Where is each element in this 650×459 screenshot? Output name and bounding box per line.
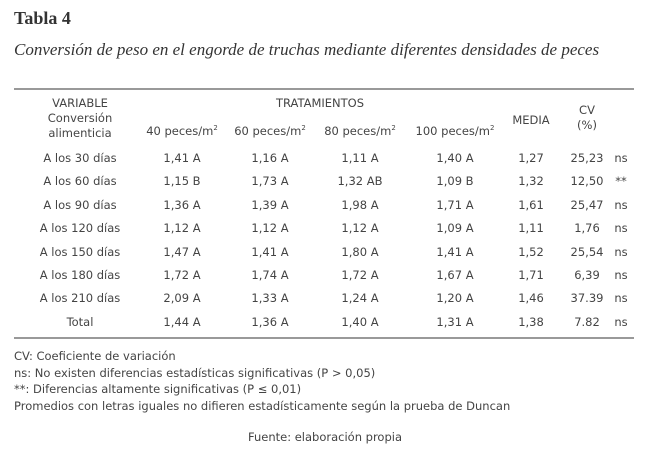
table-cell: A los 120 días [39,221,121,236]
table-cell: ** [615,174,627,189]
table-cell: ns [614,244,628,259]
table-cell: 1,09 A [436,221,474,236]
table-cell: 1,32 AB [337,174,383,189]
table-cell: 1,11 A [341,151,379,165]
table-cell: 1,33 A [251,291,289,306]
table-cell: 1,67 A [436,268,474,282]
table-cell: 37.39 [570,291,604,306]
table-cell: 1,74 A [251,268,289,282]
table-cell: 1,36 A [251,314,289,329]
table-cell: 1,72 A [341,268,379,282]
bottom-rule [14,337,634,339]
table-cell: 12,50 [570,174,604,189]
source-note: Fuente: elaboración propia [247,430,403,444]
header-col-4: 100 peces/m2 [416,124,495,138]
table-cell: ns [614,314,628,329]
table-cell: 25,54 [570,244,604,259]
table-cell: 1,16 A [251,151,289,165]
header-cv-unit: (%) [577,118,597,132]
header-col-label: 100 peces/m [415,124,490,138]
table-cell: 7.82 [574,314,600,329]
header-variable-sub1: Conversión [47,111,113,125]
table-cell: A los 30 días [43,151,117,165]
table-cell: 1,27 [518,151,544,165]
table-cell: 1,40 A [341,314,379,329]
header-cv: CV [579,103,595,117]
table-title: Tabla 4 [14,8,71,28]
table-cell: A los 210 días [39,291,121,306]
table-cell: 1,24 A [341,291,379,306]
table-cell: 1,12 A [341,221,379,236]
header-variable: VARIABLE [52,96,108,110]
table-cell: 1,71 [518,268,544,282]
table-cell: ns [614,268,628,282]
table-cell: A los 150 días [39,244,121,259]
table-cell: 1,72 A [163,268,201,282]
table-subtitle: Conversión de peso en el engorde de truc… [14,40,600,59]
table-cell: 1,09 B [436,174,474,189]
table-cell: 1,41 A [163,151,201,165]
header-col-label: 80 peces/m [324,124,392,138]
table-cell: 1,31 A [436,314,474,329]
table-cell: 1,32 [518,174,544,189]
table-cell: A los 60 días [43,174,117,189]
header-col-1: 40 peces/m2 [146,124,218,138]
table-cell: A los 90 días [43,197,117,212]
table-cell: 25,47 [570,197,604,212]
table-cell: 1,73 A [251,174,289,189]
table-cell: 1,38 [518,314,544,329]
note: **: Diferencias altamente significativas… [14,382,302,396]
superscript: 2 [301,124,306,133]
table-cell: ns [614,151,628,165]
table-cell: 1,41 A [436,244,474,259]
table-cell: 1,46 [518,291,544,306]
superscript: 2 [213,124,218,133]
table-cell: 25,23 [570,151,604,165]
table-cell: 1,52 [518,244,544,259]
note: CV: Coeficiente de variación [14,349,176,363]
table-cell: 1,12 A [251,221,289,236]
table-cell: 1,36 A [163,197,201,212]
header-col-label: 40 peces/m [146,124,214,138]
table-cell: 1,20 A [436,291,474,306]
table-cell: 1,71 A [436,197,474,212]
table-cell: A los 180 días [39,268,121,282]
top-rule [14,88,634,90]
table-cell: 2,09 A [163,291,201,306]
table-cell: ns [614,291,628,306]
table-cell: 1,12 A [163,221,201,236]
table-cell: 1,98 A [341,197,379,212]
note: ns: No existen diferencias estadísticas … [14,365,376,380]
table-cell: 1,80 A [341,244,379,259]
header-col-2: 60 peces/m2 [234,124,306,138]
superscript: 2 [391,124,396,133]
table-cell: 1,76 [574,221,600,236]
table-cell: 1,39 A [251,197,289,212]
header-media: MEDIA [512,113,550,127]
header-tratamientos: TRATAMIENTOS [275,96,365,110]
note: Promedios con letras iguales no difieren… [14,398,511,413]
superscript: 2 [489,124,495,133]
table-cell: 1,44 A [163,314,201,329]
table-cell: 6,39 [574,268,600,282]
table-notes: CV: Coeficiente de variación ns: No exis… [14,348,636,414]
table-cell: 1,61 [518,197,544,212]
table-cell: 1,40 A [436,151,474,165]
table-cell: 1,15 B [163,174,201,189]
table-cell: ns [614,197,628,212]
header-col-3: 80 peces/m2 [324,124,396,138]
header-variable-sub2: alimenticia [48,126,112,140]
table-cell: ns [614,221,628,236]
table-cell: 1,11 [518,221,544,236]
table-cell: 1,41 A [251,244,289,259]
table-cell: Total [66,314,94,329]
header-col-label: 60 peces/m [234,124,302,138]
table-cell: 1,47 A [163,244,201,259]
